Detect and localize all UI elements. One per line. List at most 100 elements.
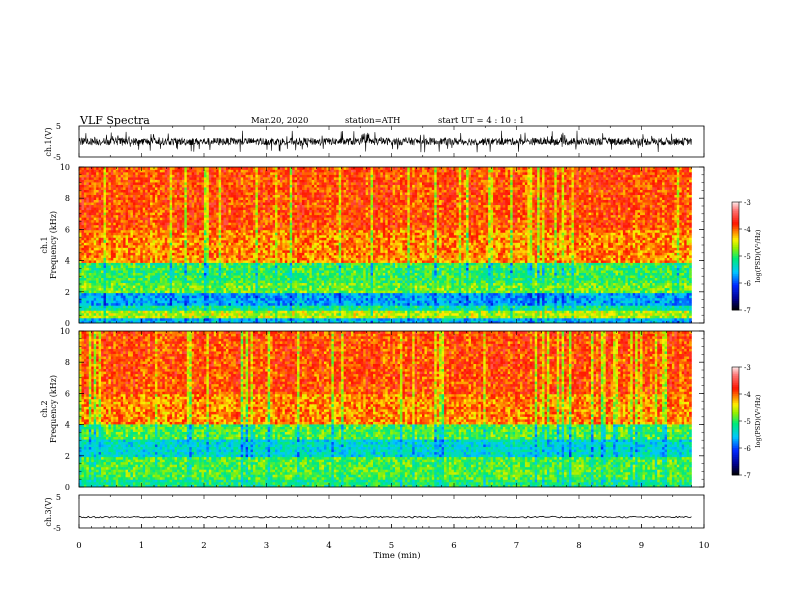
spec-cell bbox=[410, 303, 413, 306]
spec-cell bbox=[99, 295, 102, 298]
spec-cell bbox=[385, 303, 388, 306]
spec-cell bbox=[640, 315, 643, 318]
spec-cell bbox=[630, 285, 633, 288]
spec-cell bbox=[478, 288, 481, 291]
spec-cell bbox=[219, 293, 222, 296]
spec-cell bbox=[645, 308, 648, 311]
spec-cell bbox=[243, 300, 246, 303]
spec-cell bbox=[596, 308, 599, 311]
spec-cell bbox=[657, 305, 660, 308]
spec-cell bbox=[167, 293, 170, 296]
spec-cell bbox=[687, 283, 690, 286]
spec-cell bbox=[135, 318, 138, 321]
spec-cell bbox=[170, 280, 173, 283]
spec-cell bbox=[672, 315, 675, 318]
spec-cell bbox=[361, 300, 364, 303]
spec-cell bbox=[422, 298, 425, 301]
spec-cell bbox=[432, 303, 435, 306]
spec-cell bbox=[473, 290, 476, 293]
spec-cell bbox=[667, 313, 670, 316]
spec-cell bbox=[586, 278, 589, 281]
spec-cell bbox=[197, 285, 200, 288]
spec-cell bbox=[640, 285, 643, 288]
spec-cell bbox=[99, 275, 102, 278]
spec-cell bbox=[81, 288, 84, 291]
spec-cell bbox=[613, 298, 616, 301]
spec-cell bbox=[89, 290, 92, 293]
spec-cell bbox=[630, 290, 633, 293]
spec-cell bbox=[689, 303, 692, 306]
spec-cell bbox=[545, 295, 548, 298]
spec-cell bbox=[402, 313, 405, 316]
spec-cell bbox=[231, 280, 234, 283]
spec-cell bbox=[145, 278, 148, 281]
spec-cell bbox=[292, 305, 295, 308]
spec-cell bbox=[94, 303, 97, 306]
spec-cell bbox=[434, 278, 437, 281]
spec-cell bbox=[682, 315, 685, 318]
spec-cell bbox=[518, 285, 521, 288]
spec-cell bbox=[253, 278, 256, 281]
spec-cell bbox=[554, 288, 557, 291]
spec-cell bbox=[638, 275, 641, 278]
spec-cell bbox=[584, 293, 587, 296]
spec-cell bbox=[246, 278, 249, 281]
spec-cell bbox=[99, 278, 102, 281]
spec-cell bbox=[344, 280, 347, 283]
spec-cell bbox=[417, 295, 420, 298]
spec-cell bbox=[145, 300, 148, 303]
spec-cell bbox=[488, 278, 491, 281]
spec-cell bbox=[121, 275, 124, 278]
spec-cell bbox=[491, 290, 494, 293]
spec-cell bbox=[390, 275, 393, 278]
spec-cell bbox=[366, 283, 369, 286]
spec-cell bbox=[633, 295, 636, 298]
spec-cell bbox=[667, 298, 670, 301]
spec-cell bbox=[346, 303, 349, 306]
spec-cell bbox=[353, 293, 356, 296]
spec-cell bbox=[206, 318, 209, 321]
spec-cell bbox=[336, 288, 339, 291]
spec-cell bbox=[206, 300, 209, 303]
spec-cell bbox=[219, 315, 222, 318]
spec-cell bbox=[398, 310, 401, 313]
spec-cell bbox=[273, 295, 276, 298]
spec-cell bbox=[224, 290, 227, 293]
spec-cell bbox=[520, 300, 523, 303]
spec-cell bbox=[128, 308, 131, 311]
spec-cell bbox=[540, 310, 543, 313]
spec-cell bbox=[361, 303, 364, 306]
spec-cell bbox=[454, 310, 457, 313]
spec-cell bbox=[130, 290, 133, 293]
spec-cell bbox=[375, 315, 378, 318]
spec-cell bbox=[219, 285, 222, 288]
spec-cell bbox=[344, 318, 347, 321]
spec-cell bbox=[184, 285, 187, 288]
spec-cell bbox=[584, 280, 587, 283]
spec-cell bbox=[130, 288, 133, 291]
spec-cell bbox=[486, 298, 489, 301]
spec-cell bbox=[542, 285, 545, 288]
spec-cell bbox=[410, 288, 413, 291]
spec-cell bbox=[153, 310, 156, 313]
spec-cell bbox=[375, 318, 378, 321]
spec-cell bbox=[510, 278, 513, 281]
spec-cell bbox=[81, 295, 84, 298]
spec-cell bbox=[189, 315, 192, 318]
spec-cell bbox=[194, 293, 197, 296]
spec-cell bbox=[292, 313, 295, 316]
spec-cell bbox=[662, 283, 665, 286]
spec-cell bbox=[684, 293, 687, 296]
spec-cell bbox=[447, 310, 450, 313]
spec-cell bbox=[486, 290, 489, 293]
spec-cell bbox=[214, 285, 217, 288]
spec-cell bbox=[94, 295, 97, 298]
spec-cell bbox=[586, 318, 589, 321]
spec-cell bbox=[302, 303, 305, 306]
spec-cell bbox=[496, 315, 499, 318]
spec-cell bbox=[375, 283, 378, 286]
spec-cell bbox=[601, 295, 604, 298]
spec-cell bbox=[331, 280, 334, 283]
spec-cell bbox=[493, 298, 496, 301]
spec-cell bbox=[297, 285, 300, 288]
